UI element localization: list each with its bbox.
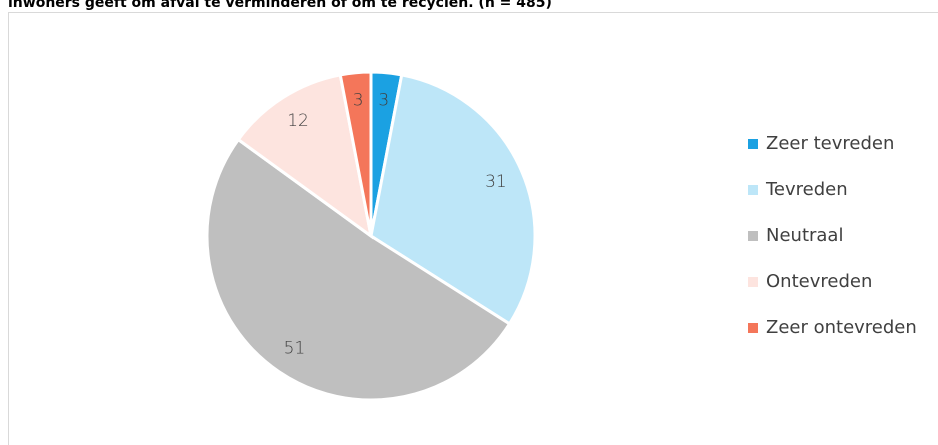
data-label: 51	[284, 339, 306, 359]
chart-title: inwoners geeft om afval te verminderen o…	[8, 0, 552, 11]
data-label: 31	[485, 172, 507, 192]
data-label: 3	[378, 90, 389, 110]
pie-slice	[205, 137, 512, 402]
legend-label: Neutraal	[766, 225, 843, 246]
legend-swatch	[748, 139, 758, 149]
legend-swatch	[748, 323, 758, 333]
pie-slice	[338, 70, 373, 237]
legend-label: Zeer ontevreden	[766, 317, 917, 338]
data-label: 3	[353, 90, 364, 110]
legend-swatch	[748, 277, 758, 287]
legend-label: Tevreden	[765, 179, 848, 200]
pie-slice	[236, 73, 374, 240]
data-label: 12	[287, 111, 309, 131]
legend-swatch	[748, 185, 758, 195]
legend-swatch	[748, 231, 758, 241]
legend-label: Ontevreden	[766, 271, 872, 292]
legend-label: Zeer tevreden	[766, 133, 894, 154]
